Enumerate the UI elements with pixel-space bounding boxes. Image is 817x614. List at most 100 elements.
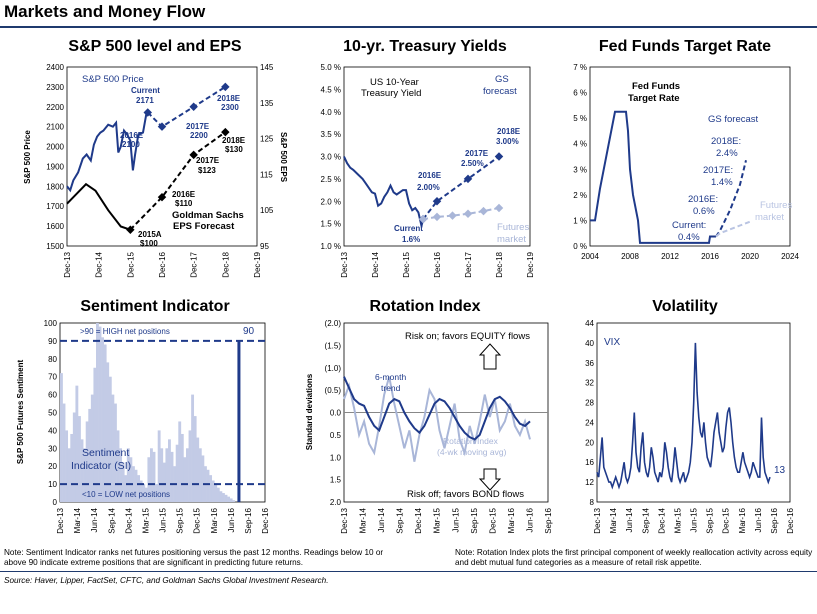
sentiment-bar [62,403,66,502]
sentiment-ytick-label: 90 [48,337,57,346]
sp500-xtick-label: Dec-15 [126,251,135,277]
sp500-y2tick-label: 105 [260,206,274,215]
volatility-xtick-label: Dec-14 [657,507,666,533]
sp500-y2tick-label: 145 [260,63,274,72]
treasury-point-marker [432,212,442,222]
sentiment-xtick-label: Mar-16 [210,507,219,533]
sentiment-bar [183,457,187,502]
sentiment-bar [214,484,218,502]
rotation-annotation: Rotation Index [443,436,499,446]
rotation-xtick-label: Mar-14 [359,507,368,533]
sp500-xtick-label: Dec-18 [221,251,230,277]
note-sentiment: Note: Sentiment Indicator ranks net futu… [4,548,384,567]
sentiment-bar [134,469,138,502]
rotation-xtick-label: Mar-16 [507,507,516,533]
sentiment-bar [186,448,189,502]
sentiment-bar [224,494,228,502]
volatility-series-line [596,342,771,490]
sentiment-annotation: 90 [243,326,255,337]
sp500-point-marker [189,102,198,112]
sp500-annotation: 2018E [222,136,246,145]
treasury-ytick-label: 3.5 % [321,130,341,139]
sp500-annotation: 2017E [186,122,210,131]
sentiment-annotation: Indicator (SI) [71,460,131,472]
sp500-ytick-label: 1800 [46,182,64,191]
sp500-ytick-label: 2100 [46,123,64,132]
sp500-annotation: S&P 500 Price [82,74,144,85]
sentiment-bar [144,487,148,502]
sentiment-bar [216,487,220,502]
fedfunds-plot-frame [589,66,791,247]
sentiment-xtick-label: Dec-16 [261,507,270,533]
treasury-annotation: 1.6% [402,235,420,244]
treasury-annotation: 3.00% [496,137,519,146]
sentiment-bar [170,451,174,502]
fedfunds-ytick-label: 6 % [573,89,587,98]
fedfunds-annotation: 0.4% [678,232,700,243]
sentiment-bar [103,344,107,502]
sp500-point-marker [221,82,230,92]
rotation-annotation: Risk off; favors BOND flows [407,489,524,500]
sentiment-bar [70,433,74,502]
treasury-ytick-label: 4.5 % [321,85,341,94]
volatility-ytick-label: 24 [585,418,594,427]
fedfunds-xtick-label: 2020 [741,252,759,261]
sentiment-xtick-label: Jun-16 [227,507,236,532]
rotation-xtick-label: Jun-16 [525,507,534,532]
sentiment-bar [114,403,117,502]
sp500-annotation: $110 [175,199,193,208]
sp500-point-marker [221,127,230,137]
sp500-ytick-label: 2400 [46,63,64,72]
rotation-ytick-label: (2.0) [325,319,342,328]
sp500-annotation: Current [131,86,160,95]
treasury-annotation: Current [394,224,423,233]
fedfunds-annotation: GS forecast [708,114,759,125]
sentiment-bar [124,475,128,502]
sp500-xtick-label: Dec-14 [95,251,104,277]
fedfunds-ytick-label: 7 % [573,63,587,72]
sentiment-bar [85,421,89,502]
volatility-xtick-label: Sep-15 [706,507,715,533]
fedfunds-xtick-label: 2008 [621,252,639,261]
sentiment-bar [111,394,115,502]
sentiment-annotation: >90 = HIGH net positions [80,327,170,336]
sentiment-xtick-label: Dec-15 [193,507,202,533]
sentiment-xtick-label: Mar-15 [141,507,150,533]
treasury-annotation: Futures [497,222,529,233]
sentiment-current-bar [237,340,241,502]
sp500-y2label: S&P 500 EPS [279,132,288,183]
volatility-xtick-label: Jun-16 [754,507,763,532]
sentiment-bar [67,448,71,502]
treasury-xtick-label: Dec-15 [402,251,411,277]
treasury-annotation: market [497,234,526,245]
sentiment-bar [211,480,215,502]
sentiment-bar [83,448,87,502]
rotation-ytick-label: (1.0) [325,364,342,373]
sp500-point-marker [157,122,167,131]
fedfunds-ytick-label: 0 % [573,242,587,251]
sentiment-bar [198,448,202,502]
sentiment-bar [178,421,182,502]
volatility-ytick-label: 32 [585,379,594,388]
rotation-ytick-label: 1.0 [330,453,342,462]
sentiment-bar [227,496,231,502]
sentiment-annotation: Sentiment [82,447,129,459]
sp500-annotation: $130 [225,145,243,154]
sentiment-bar [60,373,63,502]
treasury-annotation: 2.00% [417,183,440,192]
treasury-xtick-label: Dec-13 [340,251,349,277]
sp500-xtick-label: Dec-13 [63,251,72,277]
sp500-point-marker [126,225,135,234]
sentiment-bar [219,491,223,502]
volatility-annotation: VIX [604,337,620,348]
chart-title-volatility: Volatility [652,298,718,315]
sentiment-ytick-label: 40 [48,426,57,435]
fedfunds-series-line [715,160,747,238]
sp500-y2tick-label: 115 [260,170,273,179]
fedfunds-series-line [715,220,751,238]
volatility-xtick-label: Sep-16 [770,507,779,533]
treasury-ytick-label: 3.0 % [321,153,341,162]
sentiment-xtick-label: Mar-14 [73,507,82,533]
sp500-plot-frame [66,66,258,247]
sentiment-xtick-label: Dec-14 [124,507,133,533]
